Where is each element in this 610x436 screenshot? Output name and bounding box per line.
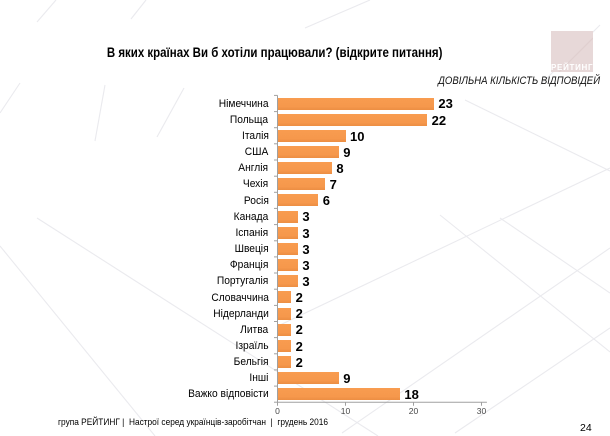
svg-text:20: 20: [409, 406, 419, 416]
svg-text:30: 30: [477, 406, 487, 416]
svg-text:0: 0: [275, 406, 280, 416]
svg-text:10: 10: [341, 406, 351, 416]
